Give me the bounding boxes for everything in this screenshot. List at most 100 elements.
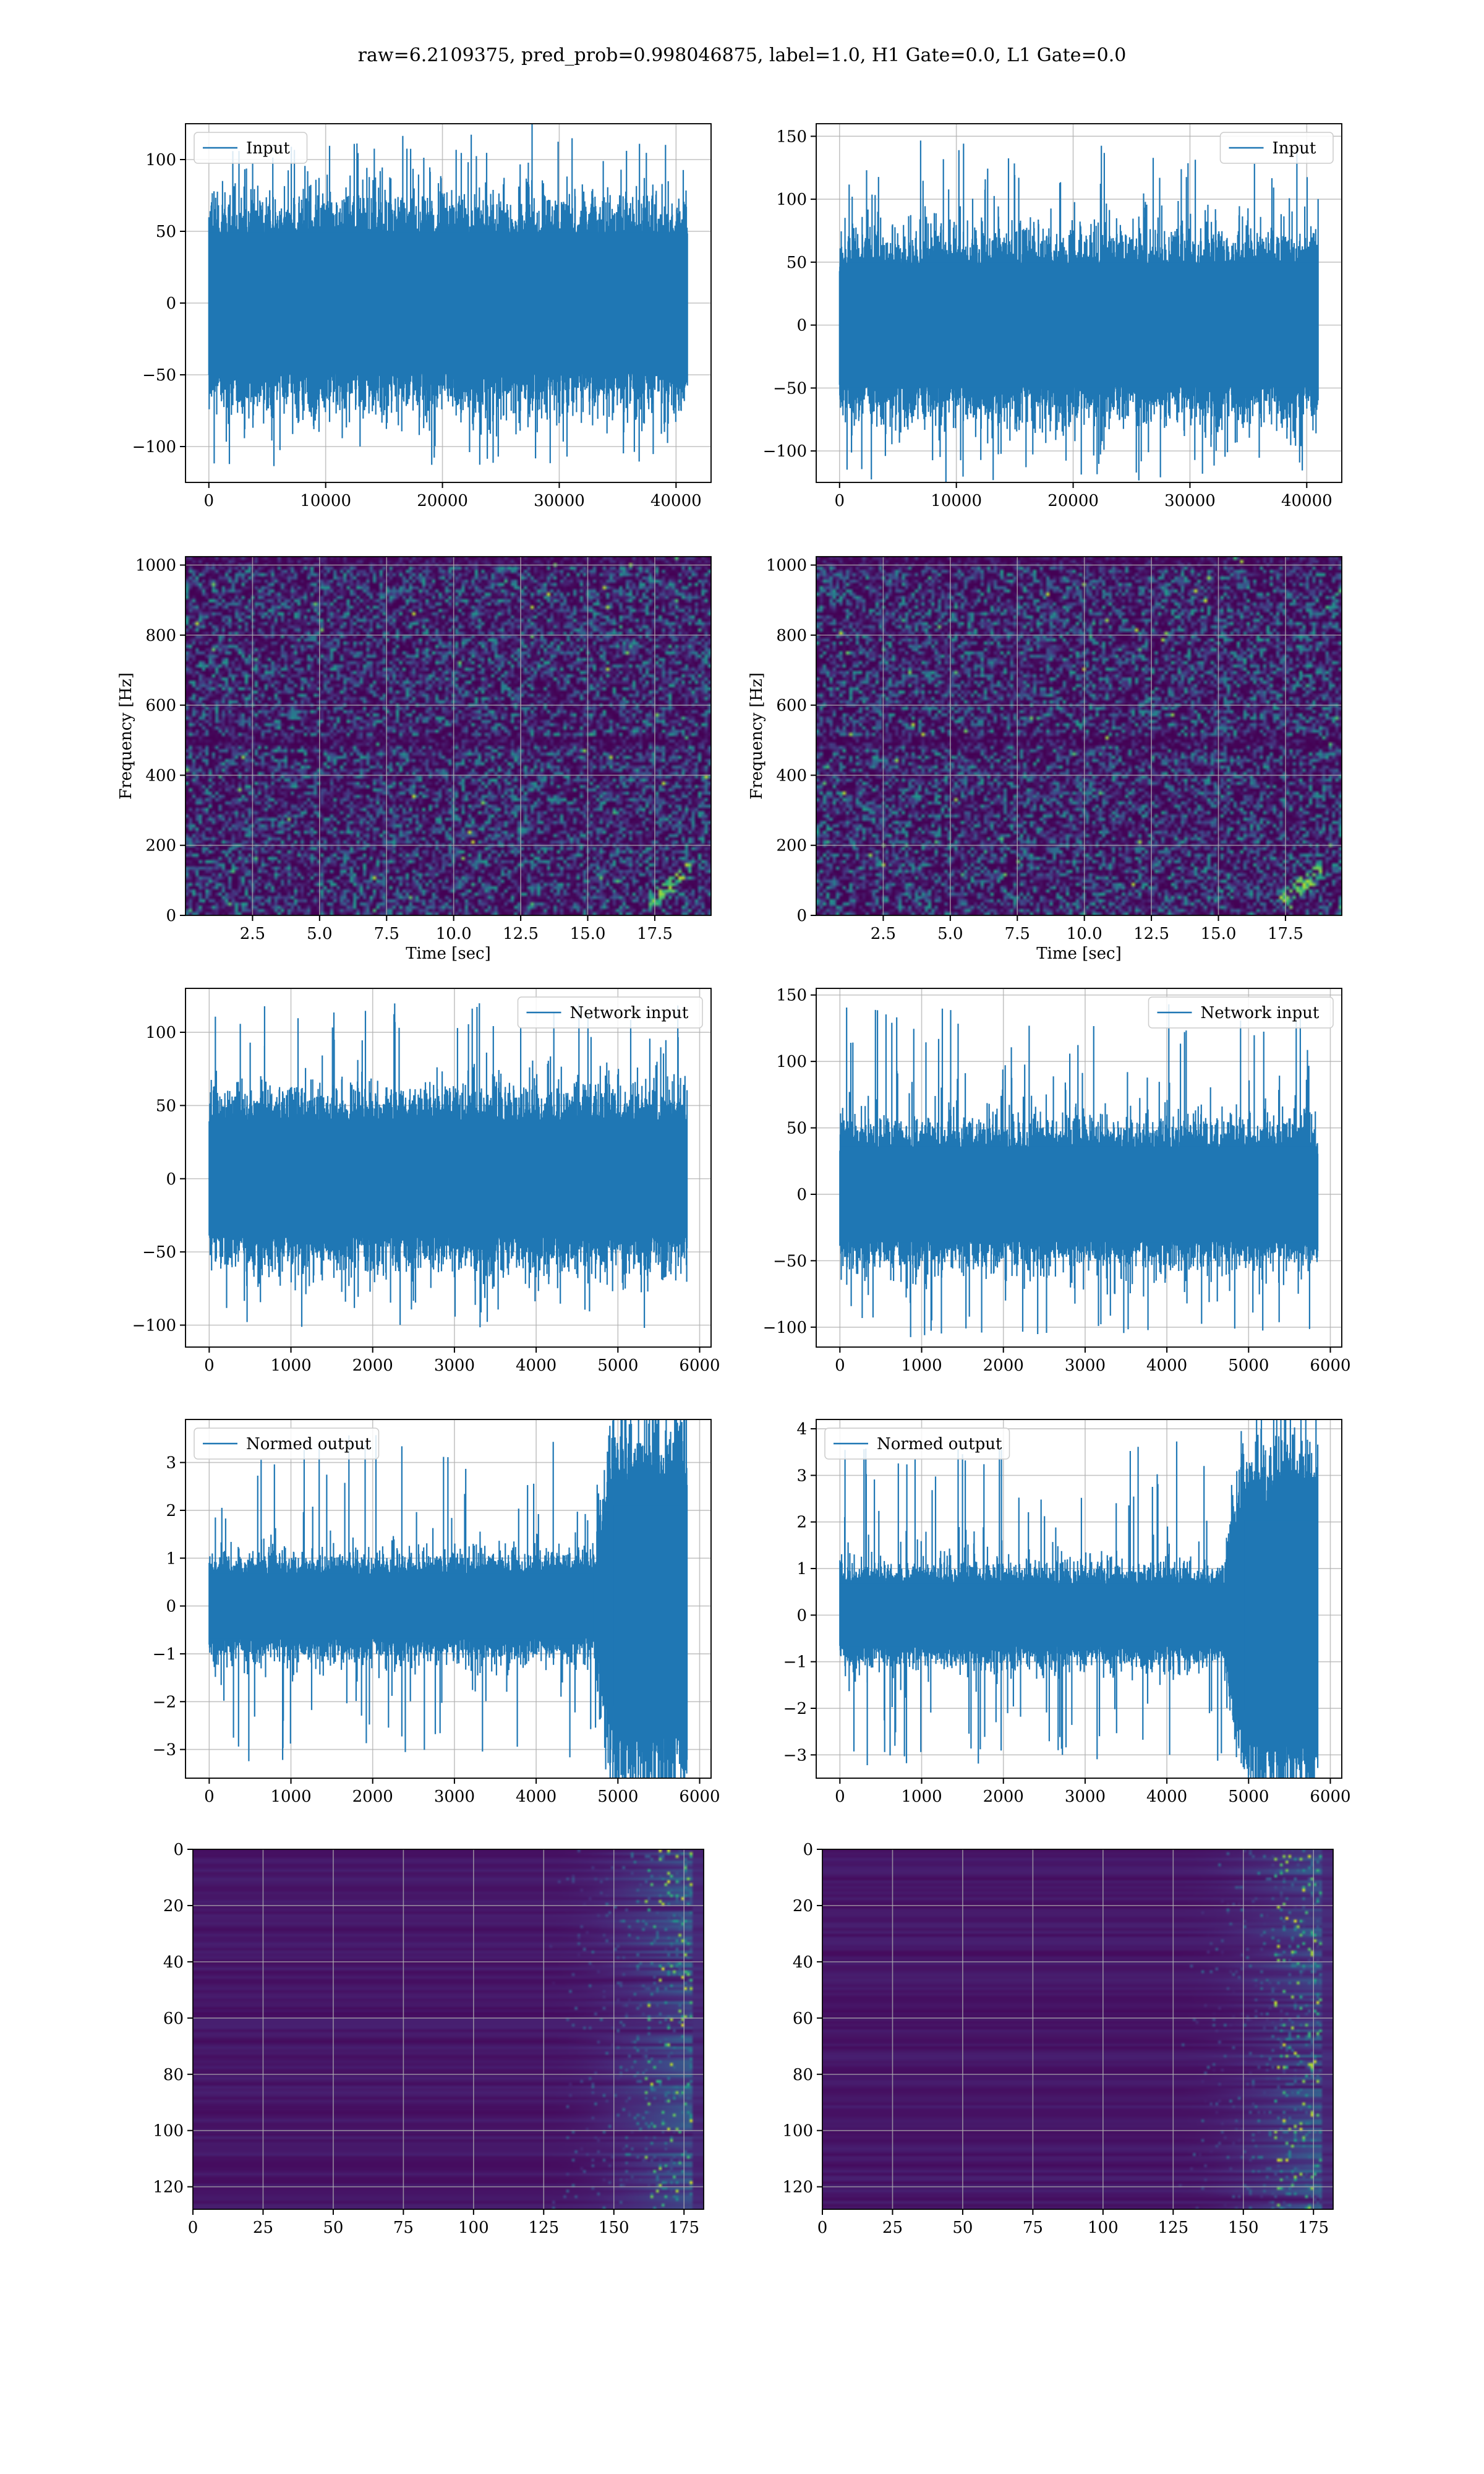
h1-network-input-axes-frame — [185, 988, 712, 1348]
l1-feature-map-xtick-label: 75 — [1023, 2219, 1043, 2237]
h1-feature-map-xtick-label: 100 — [458, 2219, 489, 2237]
l1-spectrogram-ytick-label: 600 — [776, 696, 807, 715]
h1-normed-output-xtick-label: 2000 — [352, 1787, 393, 1806]
l1-normed-output-ytick-label: 2 — [796, 1513, 807, 1532]
l1-network-input-xtick-label: 4000 — [1146, 1356, 1187, 1375]
l1-normed-output-ytick-label: −3 — [783, 1746, 807, 1765]
l1-input-ytick-label: 0 — [796, 317, 807, 335]
h1-spectrogram-ytick-label: 400 — [145, 766, 176, 785]
l1-input-panel: 0 10000 20000 30000 40000 −100 −50 0 50 100 150 Inp… — [763, 123, 1342, 510]
h1-normed-output-legend-label: Normed output — [246, 1435, 372, 1453]
l1-feature-map-xtick-label: 100 — [1088, 2219, 1119, 2237]
l1-spectrogram-axes-frame — [816, 556, 1342, 916]
l1-normed-output-axes-frame — [816, 1419, 1342, 1779]
h1-network-input-panel: 0 1000 2000 3000 4000 5000 6000 −100 −50 0 50 100 Ne… — [132, 988, 720, 1375]
l1-feature-map-panel: 0 25 50 75 100 125 150 175 0 20 40 60 80 100 120 — [782, 1841, 1334, 2237]
h1-network-input-xtick-label: 6000 — [679, 1356, 720, 1375]
h1-network-input-xtick-label: 3000 — [434, 1356, 475, 1375]
l1-normed-output-ytick-label: 3 — [796, 1466, 807, 1485]
h1-spectrogram-grid — [186, 557, 711, 916]
h1-input-ytick-label: 100 — [145, 151, 176, 169]
l1-feature-map-xtick-label: 25 — [882, 2219, 903, 2237]
l1-input-xtick-label: 0 — [835, 492, 845, 510]
h1-input-plot-area — [186, 124, 711, 482]
h1-network-input-xtick-label: 4000 — [516, 1356, 556, 1375]
l1-network-input-xtick-label: 6000 — [1310, 1356, 1350, 1375]
h1-spectrogram-ytick-label: 600 — [145, 696, 176, 715]
l1-spectrogram-xtick-label: 10.0 — [1067, 925, 1102, 943]
l1-input-xtick-label: 40000 — [1281, 492, 1333, 510]
figure-title: raw=6.2109375, pred_prob=0.998046875, la… — [357, 45, 1127, 66]
h1-normed-output-legend: Normed output — [194, 1427, 380, 1460]
l1-network-input-legend: Network input — [1148, 996, 1334, 1029]
h1-input-panel: 0 10000 20000 30000 40000 −100 −50 0 50 100 Input — [132, 123, 712, 510]
l1-spectrogram-xlabel: Time [sec] — [1036, 944, 1122, 963]
l1-spectrogram-ylabel: Frequency [Hz] — [748, 672, 766, 800]
h1-feature-map-xtick-label: 0 — [188, 2219, 198, 2237]
l1-normed-output-ytick-label: −1 — [783, 1653, 807, 1672]
h1-network-input-ytick-label: 50 — [156, 1097, 176, 1115]
h1-spectrogram-xtick-label: 15.0 — [570, 925, 606, 943]
l1-input-plot-area — [816, 124, 1342, 482]
l1-input-xtick-label: 10000 — [931, 492, 982, 510]
h1-network-input-xtick-label: 1000 — [270, 1356, 311, 1375]
h1-spectrogram-xtick-label: 5.0 — [307, 925, 332, 943]
h1-feature-map-ytick-label: 20 — [163, 1897, 184, 1915]
l1-spectrogram-ytick-label: 1000 — [766, 557, 807, 575]
l1-feature-map-image — [822, 1849, 1333, 2209]
h1-spectrogram-image — [186, 557, 711, 915]
l1-input-ytick-label: −100 — [763, 442, 807, 461]
h1-input-series-core — [208, 232, 688, 374]
h1-normed-output-axes-frame — [185, 1419, 712, 1779]
h1-input-xtick-label: 10000 — [300, 492, 351, 510]
h1-normed-output-panel: 0 1000 2000 3000 4000 5000 6000 −3 −2 −1 0 1 2 3 Norme… — [153, 1419, 720, 1806]
h1-spectrogram-xtick-label: 2.5 — [240, 925, 265, 943]
h1-spectrogram-xtick-label: 7.5 — [374, 925, 399, 943]
l1-normed-output-series-core-burst — [1244, 1520, 1318, 1710]
h1-input-ytick-label: −100 — [132, 438, 176, 456]
h1-input-xtick-label: 40000 — [650, 492, 702, 510]
h1-input-legend-box — [194, 132, 308, 164]
l1-feature-map-ytick-label: 40 — [793, 1953, 813, 1972]
l1-network-input-legend-box — [1148, 996, 1334, 1029]
l1-normed-output-ytick-label: −2 — [783, 1700, 807, 1718]
l1-input-axes-frame — [816, 123, 1342, 483]
l1-network-input-xtick-label: 5000 — [1228, 1356, 1269, 1375]
h1-feature-map-xtick-label: 50 — [323, 2219, 343, 2237]
h1-feature-map-xtick-label: 25 — [253, 2219, 273, 2237]
l1-input-series-core — [839, 262, 1319, 388]
l1-input-ytick-label: 100 — [776, 190, 807, 209]
h1-feature-map-xtick-label: 150 — [599, 2219, 629, 2237]
l1-feature-map-xtick-label: 175 — [1298, 2219, 1329, 2237]
h1-feature-map-ytick-label: 100 — [153, 2122, 184, 2141]
h1-input-ytick-label: 0 — [166, 294, 176, 313]
l1-normed-output-panel: 0 1000 2000 3000 4000 5000 6000 −3 −2 −1 0 1 2 3 4 Norm… — [783, 1419, 1351, 1806]
l1-feature-map-ytick-label: 0 — [803, 1841, 813, 1859]
l1-network-input-plot-area — [816, 988, 1342, 1347]
l1-normed-output-ytick-label: 4 — [796, 1420, 807, 1439]
h1-network-input-plot-area — [186, 988, 711, 1347]
l1-network-input-ytick-label: −50 — [773, 1252, 807, 1270]
l1-network-input-series-core — [840, 1146, 1318, 1243]
h1-feature-map-ytick-label: 120 — [153, 2178, 184, 2197]
l1-network-input-ytick-label: 0 — [796, 1186, 807, 1204]
h1-input-xtick-label: 30000 — [534, 492, 585, 510]
h1-feature-map-xtick-label: 75 — [393, 2219, 414, 2237]
l1-normed-output-xtick-label: 6000 — [1310, 1787, 1350, 1806]
h1-network-input-series-core — [209, 1119, 688, 1238]
l1-feature-map-ytick-label: 100 — [782, 2122, 813, 2141]
l1-spectrogram-xtick-label: 17.5 — [1268, 925, 1303, 943]
l1-feature-map-xtick-label: 125 — [1158, 2219, 1188, 2237]
l1-spectrogram-panel: 2.5 5.0 7.5 10.0 12.5 15.0 17.5 0 200 400 600 800 10… — [748, 556, 1342, 963]
h1-input-xtick-label: 20000 — [417, 492, 468, 510]
h1-spectrogram-ylabel: Frequency [Hz] — [117, 672, 135, 800]
l1-network-input-panel: 0 1000 2000 3000 4000 5000 6000 −100 −50 0 50 100 15… — [763, 987, 1351, 1375]
h1-spectrogram-ytick-label: 1000 — [135, 557, 176, 575]
h1-spectrogram-xlabel: Time [sec] — [406, 944, 491, 963]
l1-network-input-ytick-label: 50 — [787, 1119, 807, 1138]
h1-normed-output-xtick-label: 5000 — [597, 1787, 638, 1806]
h1-spectrogram-panel: 2.5 5.0 7.5 10.0 12.5 15.0 17.5 0 200 400 600 800 10… — [117, 556, 712, 963]
h1-feature-map-axes-frame — [192, 1849, 704, 2210]
h1-spectrogram-axes-frame — [185, 556, 712, 916]
